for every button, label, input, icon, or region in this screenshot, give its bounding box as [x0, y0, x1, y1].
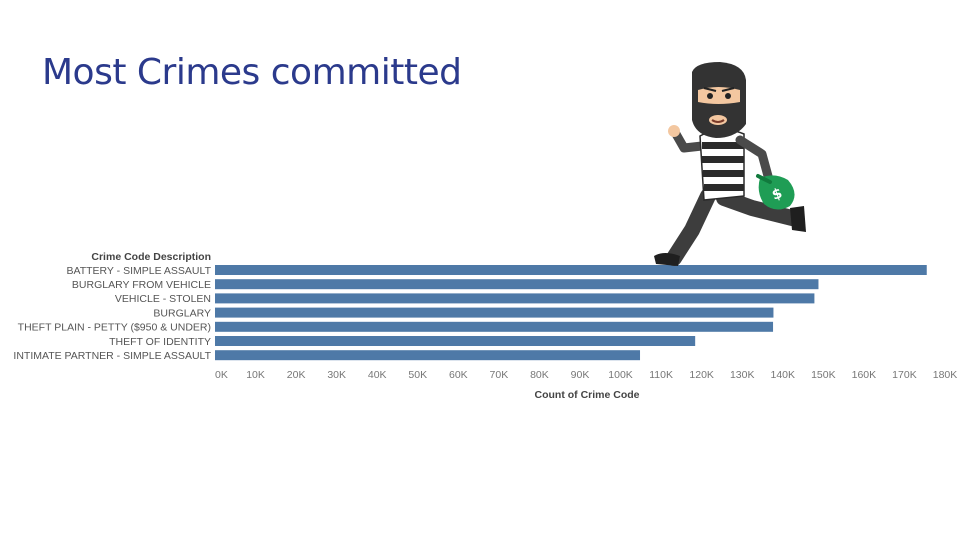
x-tick-label: 10K [246, 369, 265, 381]
x-tick-label: 20K [287, 369, 306, 381]
category-label: VEHICLE - STOLEN [115, 293, 211, 305]
x-tick-label: 140K [771, 369, 796, 381]
slide-title: Most Crimes committed [42, 52, 462, 93]
x-tick-label: 120K [689, 369, 714, 381]
chart-svg: Crime Code Description BATTERY - SIMPLE A… [13, 251, 958, 401]
x-tick-label: 180K [933, 369, 958, 381]
row-header: Crime Code Description [91, 251, 211, 263]
x-tick-label: 50K [408, 369, 427, 381]
category-label: THEFT OF IDENTITY [109, 336, 211, 348]
category-label: THEFT PLAIN - PETTY ($950 & UNDER) [18, 322, 211, 334]
bar [215, 279, 819, 290]
x-tick-label: 100K [608, 369, 633, 381]
x-tick-label: 90K [571, 369, 590, 381]
x-tick-label: 70K [490, 369, 509, 381]
bar [215, 293, 815, 304]
x-tick-label: 30K [327, 369, 346, 381]
robber-illustration: $ [640, 58, 820, 273]
x-tick-label: 40K [368, 369, 387, 381]
x-axis-title: Count of Crime Code [535, 389, 640, 401]
x-tick-label: 130K [730, 369, 755, 381]
x-tick-label: 110K [649, 369, 673, 381]
bar [215, 307, 774, 318]
bar [215, 350, 641, 361]
x-tick-label: 150K [811, 369, 836, 381]
category-label: BURGLARY FROM VEHICLE [72, 279, 211, 291]
x-tick-label: 80K [530, 369, 549, 381]
bar [215, 336, 696, 346]
x-tick-label: 170K [892, 369, 917, 381]
bar [215, 265, 927, 275]
crime-bar-chart: Crime Code Description BATTERY - SIMPLE A… [0, 240, 960, 410]
category-label: INTIMATE PARTNER - SIMPLE ASSAULT [13, 350, 211, 362]
x-tick-label: 0K [215, 369, 228, 381]
category-label: BURGLARY [153, 307, 211, 319]
category-label: BATTERY - SIMPLE ASSAULT [66, 265, 211, 277]
x-tick-label: 60K [449, 369, 468, 381]
bar [215, 321, 774, 332]
x-tick-label: 160K [852, 369, 877, 381]
